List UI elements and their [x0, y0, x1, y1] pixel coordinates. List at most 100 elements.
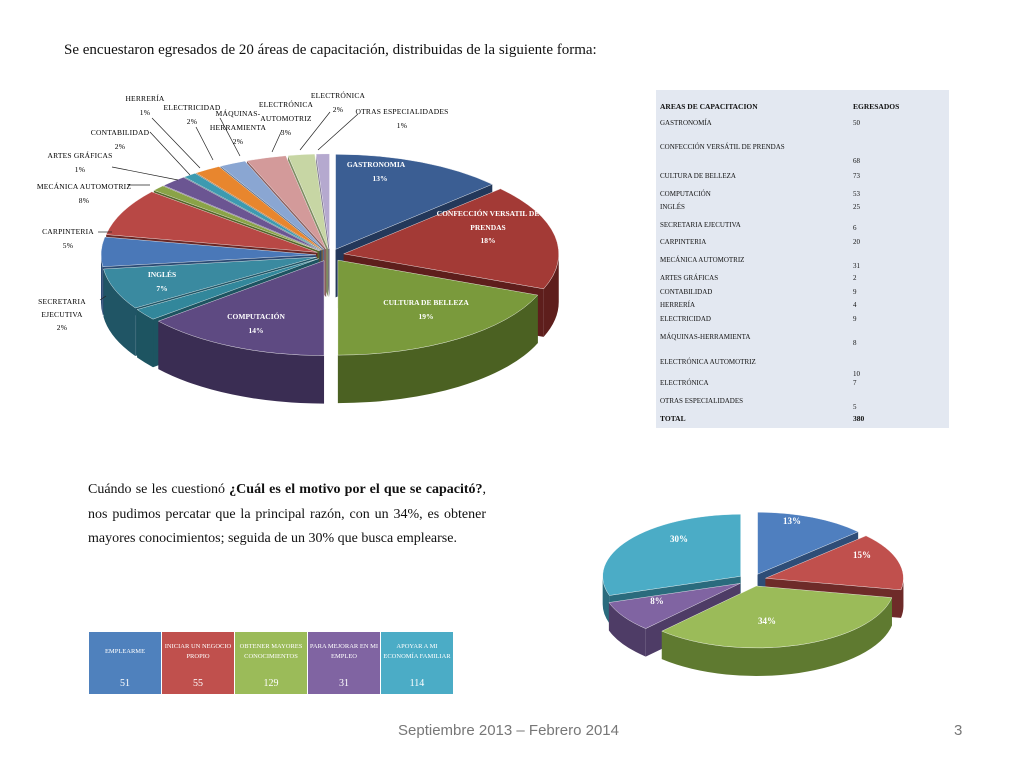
table-cell-value: 25 — [853, 203, 860, 211]
areas-slice-mecanica-automotriz — [105, 191, 318, 253]
areas-ext-label-electronica-automotriz-2: 3% — [281, 128, 291, 137]
areas-label-confeccion-versatil-de-prendas-1: PRENDAS — [470, 223, 505, 232]
areas-label-computacion-1: 14% — [249, 326, 264, 335]
footer-date: Septiembre 2013 – Febrero 2014 — [398, 722, 619, 739]
areas-label-confeccion-versatil-de-prendas-2: 18% — [481, 236, 496, 245]
table-cell-area: HERRERÍA — [660, 301, 695, 309]
areas-label-computacion-0: COMPUTACIÓN — [227, 311, 285, 321]
areas-ext-label-secretaria-ejecutiva-0: SECRETARIA — [38, 297, 86, 306]
paragraph-part1: Cuándo se les cuestionó — [88, 482, 230, 497]
areas-ext-label-contabilidad-1: 2% — [115, 142, 125, 151]
areas-slice-artes-graficas — [153, 185, 320, 252]
table-cell-area: ELECTRÓNICA — [660, 379, 709, 387]
motives-label-2: 34% — [758, 616, 776, 626]
areas-slice-gastronomia — [335, 154, 493, 250]
table-cell-area: GASTRONOMÍA — [660, 119, 712, 127]
areas-leader-line-artes-graficas — [111, 166, 179, 181]
motives-slice-34 — [661, 585, 893, 649]
table-cell-area: MÁQUINAS-HERRAMIENTA — [660, 333, 751, 341]
motives-label-0: 13% — [783, 516, 801, 526]
table-cell-area: CONTABILIDAD — [660, 288, 713, 296]
areas-slice-maquinas-herramienta — [220, 160, 325, 250]
table-cell-area: CARPINTERIA — [660, 238, 707, 246]
areas-slice-carpinteria — [100, 236, 317, 267]
table-cell-value: 4 — [853, 301, 857, 309]
table-cell-value: 9 — [853, 288, 857, 296]
areas-slice-cultura-de-belleza — [337, 259, 539, 356]
areas-ext-label-maquinas-herramienta-2: 2% — [233, 137, 243, 146]
motives-value-emplearme: 51 — [89, 672, 161, 694]
areas-ext-label-mecanica-automotriz-1: 8% — [79, 196, 89, 205]
areas-leader-line-secretaria-ejecutiva — [99, 295, 107, 301]
areas-slice-electronica — [287, 153, 329, 249]
table-cell-area: ARTES GRÁFICAS — [660, 274, 719, 282]
areas-slice-otras-especialidades — [315, 153, 330, 249]
areas-leader-line-herreria — [151, 117, 201, 169]
table-cell-area: OTRAS ESPECIALIDADES — [660, 397, 744, 405]
areas-ext-label-mecanica-automotriz-0: MECÁNICA AUTOMOTRIZ — [37, 181, 132, 191]
areas-ext-label-electronica-automotriz-0: ELECTRÓNICA — [259, 99, 314, 109]
paragraph-part2: , nos pudimos percatar que la principal … — [88, 482, 486, 546]
table-cell-value: 50 — [853, 119, 860, 127]
table-cell-value: 53 — [853, 190, 860, 198]
table-cell-area: SECRETARIA EJECUTIVA — [660, 221, 741, 229]
table-cell-value: 20 — [853, 238, 860, 246]
table-cell-area: CONFECCIÓN VERSÁTIL DE PRENDAS — [660, 143, 785, 151]
areas-ext-label-maquinas-herramienta-1: HERRAMIENTA — [210, 123, 267, 132]
areas-leader-line-maquinas-herramienta — [219, 117, 241, 157]
areas-slice-electricidad — [195, 166, 323, 250]
table-header-egresados: EGRESADOS — [853, 102, 900, 111]
motives-value-para-mejorar-en-mi-empleo: 31 — [308, 672, 380, 694]
areas-label-confeccion-versatil-de-prendas-0: CONFECCIÓN VERSATIL DE — [437, 208, 540, 218]
areas-ext-label-electronica-0: ELECTRÓNICA — [311, 90, 366, 100]
areas-label-gastronomia-0: GASTRONOMIA — [347, 160, 406, 169]
motives-value-apoyar-a-mi-economia-familiar: 114 — [381, 672, 453, 694]
pie-chart-motives: 13% 15% 34% 8% 30% — [602, 512, 904, 676]
areas-label-gastronomia-1: 13% — [373, 174, 388, 183]
table-cell-value: 5 — [853, 403, 857, 411]
motives-header-para-mejorar-en-mi-empleo: PARA MEJORAR EN MI EMPLEO — [308, 632, 380, 672]
table-total-value: 380 — [853, 414, 865, 423]
table-cell-area: ELECTRÓNICA AUTOMOTRIZ — [660, 358, 756, 366]
areas-ext-label-otras-especialidades-0: OTRAS ESPECIALIDADES — [356, 107, 449, 116]
areas-ext-label-electricidad-0: ELECTRICIDAD — [164, 103, 221, 112]
areas-ext-label-electricidad-1: 2% — [187, 117, 197, 126]
areas-leader-line-electronica-automotriz — [271, 129, 283, 153]
table-cell-value: 8 — [853, 339, 857, 347]
areas-leader-line-otras-especialidades — [317, 113, 359, 151]
paragraph-question: ¿Cuál es el motivo por el que se capacit… — [229, 482, 483, 497]
areas-leader-line-electricidad — [195, 126, 214, 161]
areas-slice-secretaria-ejecutiva — [136, 258, 319, 320]
areas-ext-label-electronica-1: 2% — [333, 105, 343, 114]
table-cell-value: 6 — [853, 224, 857, 232]
motives-table: EMPLEARME INICIAR UN NEGOCIO PROPIO OBTENE… — [88, 632, 454, 694]
areas-slice-ingles — [103, 256, 317, 309]
areas-slice-confeccion-versatil-de-prendas — [343, 188, 559, 290]
table-header-area: AREAS DE CAPACITACION — [660, 102, 758, 111]
areas-ext-label-otras-especialidades-1: 1% — [397, 121, 407, 130]
areas-label-cultura-de-belleza-1: 19% — [419, 312, 434, 321]
areas-ext-label-artes-graficas-0: ARTES GRÁFICAS — [47, 150, 112, 160]
table-cell-area: ELECTRICIDAD — [660, 315, 711, 323]
table-cell-value: 9 — [853, 315, 857, 323]
areas-label-cultura-de-belleza-0: CULTURA DE BELLEZA — [383, 298, 469, 307]
table-cell-area: MECÁNICA AUTOMOTRIZ — [660, 256, 745, 264]
table-cell-area: INGLÉS — [660, 203, 685, 211]
motives-values-row: 51 55 129 31 114 — [89, 672, 453, 694]
pie-chart-areas: GASTRONOMIA 13% CONFECCIÓN VERSATIL DE PREN… — [37, 90, 559, 404]
table-cell-area: COMPUTACIÓN — [660, 190, 711, 198]
table-cell-value: 2 — [853, 274, 857, 282]
areas-label-ingles-0: INGLÉS — [148, 269, 176, 279]
areas-slice-electronica-automotriz — [246, 155, 327, 250]
motives-value-iniciar-un-negocio-propio: 55 — [162, 672, 234, 694]
areas-leader-line-contabilidad — [149, 131, 191, 176]
table-cell-area: CULTURA DE BELLEZA — [660, 172, 736, 180]
motives-slice-8 — [608, 583, 741, 629]
motives-header-iniciar-un-negocio-propio: INICIAR UN NEGOCIO PROPIO — [162, 632, 234, 672]
motives-value-obtener-mayores-conocimientos: 129 — [235, 672, 307, 694]
table-cell-value: 31 — [853, 262, 860, 270]
motives-header-obtener-mayores-conocimientos: OBTENER MAYORES CONOCIMIENTOS — [235, 632, 307, 672]
areas-slice-contabilidad — [163, 177, 321, 251]
motives-label-3: 8% — [650, 596, 664, 606]
table-cell-value: 68 — [853, 157, 860, 165]
